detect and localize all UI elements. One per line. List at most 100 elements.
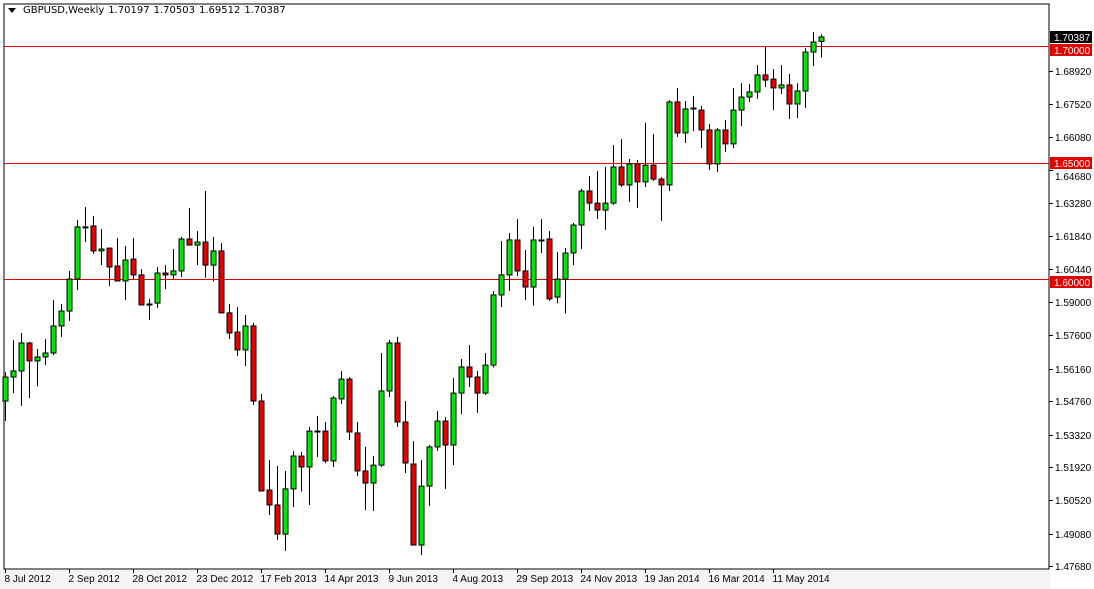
candle-bullish[interactable]: [66, 270, 73, 322]
candle-bearish[interactable]: [266, 459, 273, 515]
candle-bearish[interactable]: [674, 87, 681, 137]
candle-bullish[interactable]: [370, 456, 377, 512]
candle-bullish[interactable]: [738, 83, 745, 126]
candle-bearish[interactable]: [226, 304, 233, 340]
candle-bullish[interactable]: [330, 395, 337, 467]
candle-bullish[interactable]: [626, 159, 633, 202]
candle-bullish[interactable]: [818, 34, 825, 58]
candle-bearish[interactable]: [706, 124, 713, 171]
candle-bullish[interactable]: [58, 304, 65, 337]
candle-bearish[interactable]: [202, 190, 209, 278]
candle-bearish[interactable]: [298, 452, 305, 492]
candle-bullish[interactable]: [570, 222, 577, 266]
candle-bearish[interactable]: [258, 394, 265, 492]
candle-bearish[interactable]: [314, 415, 321, 457]
candle-bullish[interactable]: [10, 339, 17, 394]
candle-bearish[interactable]: [354, 421, 361, 477]
candle-bearish[interactable]: [722, 119, 729, 153]
candle-bearish[interactable]: [594, 170, 601, 219]
candle-bullish[interactable]: [34, 349, 41, 387]
candle-bearish[interactable]: [26, 342, 33, 398]
candle-bearish[interactable]: [362, 446, 369, 511]
candle-bullish[interactable]: [642, 122, 649, 188]
candle-bearish[interactable]: [466, 345, 473, 388]
candle-bearish[interactable]: [586, 176, 593, 212]
candle-bullish[interactable]: [610, 145, 617, 205]
candle-bearish[interactable]: [770, 69, 777, 111]
candle-bullish[interactable]: [562, 248, 569, 314]
candle-bullish[interactable]: [810, 32, 817, 67]
candle-bullish[interactable]: [18, 332, 25, 406]
candle-bullish[interactable]: [434, 411, 441, 451]
candle-bearish[interactable]: [634, 159, 641, 209]
candle-bearish[interactable]: [146, 298, 153, 320]
candle-bearish[interactable]: [546, 231, 553, 302]
candle-bearish[interactable]: [90, 215, 97, 254]
candle-bearish[interactable]: [234, 307, 241, 357]
candle-bullish[interactable]: [714, 128, 721, 173]
candle-bullish[interactable]: [450, 377, 457, 466]
candle-bullish[interactable]: [730, 87, 737, 149]
candle-bullish[interactable]: [482, 352, 489, 395]
candle-bearish[interactable]: [274, 466, 281, 540]
candle-bearish[interactable]: [186, 208, 193, 246]
candle-bullish[interactable]: [506, 232, 513, 291]
candle-bearish[interactable]: [218, 242, 225, 314]
candle-bullish[interactable]: [426, 445, 433, 506]
candle-bullish[interactable]: [530, 226, 537, 306]
candle-bullish[interactable]: [194, 231, 201, 266]
candle-bullish[interactable]: [794, 83, 801, 119]
candle-bearish[interactable]: [346, 377, 353, 440]
candle-bullish[interactable]: [242, 314, 249, 367]
candle-bullish[interactable]: [170, 249, 177, 280]
candle-bullish[interactable]: [98, 228, 105, 266]
candle-bullish[interactable]: [778, 65, 785, 95]
candle-bearish[interactable]: [650, 134, 657, 181]
candle-bearish[interactable]: [138, 269, 145, 306]
candle-bearish[interactable]: [114, 238, 121, 282]
candle-bearish[interactable]: [106, 247, 113, 287]
candle-bullish[interactable]: [746, 83, 753, 102]
candle-bullish[interactable]: [458, 359, 465, 415]
candle-bullish[interactable]: [386, 339, 393, 398]
candle-bearish[interactable]: [658, 177, 665, 222]
candle-bullish[interactable]: [42, 339, 49, 366]
candle-bullish[interactable]: [682, 101, 689, 143]
candle-bearish[interactable]: [442, 417, 449, 489]
candle-bearish[interactable]: [698, 105, 705, 149]
candle-bullish[interactable]: [282, 470, 289, 551]
candle-bullish[interactable]: [290, 450, 297, 508]
dropdown-triangle-icon[interactable]: [8, 8, 16, 13]
candle-bearish[interactable]: [762, 46, 769, 88]
candle-bullish[interactable]: [2, 372, 9, 422]
candle-bullish[interactable]: [578, 188, 585, 250]
candle-bearish[interactable]: [162, 265, 169, 290]
candle-bearish[interactable]: [618, 139, 625, 188]
candle-bullish[interactable]: [50, 300, 57, 356]
candle-bullish[interactable]: [802, 48, 809, 109]
candle-bearish[interactable]: [522, 249, 529, 301]
candle-bearish[interactable]: [82, 207, 89, 243]
candle-bearish[interactable]: [786, 73, 793, 119]
candle-bearish[interactable]: [474, 370, 481, 413]
candle-bullish[interactable]: [754, 65, 761, 99]
candle-bullish[interactable]: [306, 426, 313, 505]
candle-bullish[interactable]: [490, 290, 497, 368]
candle-bearish[interactable]: [394, 336, 401, 427]
candle-bullish[interactable]: [602, 166, 609, 230]
candle-bullish[interactable]: [418, 459, 425, 556]
candle-bullish[interactable]: [74, 219, 81, 291]
candle-bearish[interactable]: [322, 421, 329, 464]
candle-bearish[interactable]: [514, 218, 521, 277]
candle-bearish[interactable]: [250, 322, 257, 405]
candle-bullish[interactable]: [554, 252, 561, 304]
candle-bearish[interactable]: [538, 218, 545, 253]
candle-bullish[interactable]: [178, 236, 185, 278]
candle-bearish[interactable]: [130, 238, 137, 280]
candle-bullish[interactable]: [338, 370, 345, 405]
candle-bullish[interactable]: [498, 241, 505, 308]
candle-bullish[interactable]: [378, 352, 385, 467]
candle-bullish[interactable]: [154, 266, 161, 309]
